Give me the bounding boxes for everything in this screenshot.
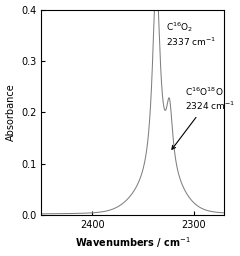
X-axis label: Wavenumbers / cm$^{-1}$: Wavenumbers / cm$^{-1}$ [75, 236, 191, 250]
Text: C$^{16}$O$^{18}$O
2324 cm$^{-1}$: C$^{16}$O$^{18}$O 2324 cm$^{-1}$ [172, 86, 235, 149]
Text: C$^{16}$O$_2$
2337 cm$^{-1}$: C$^{16}$O$_2$ 2337 cm$^{-1}$ [166, 20, 216, 48]
Y-axis label: Absorbance: Absorbance [6, 83, 16, 141]
